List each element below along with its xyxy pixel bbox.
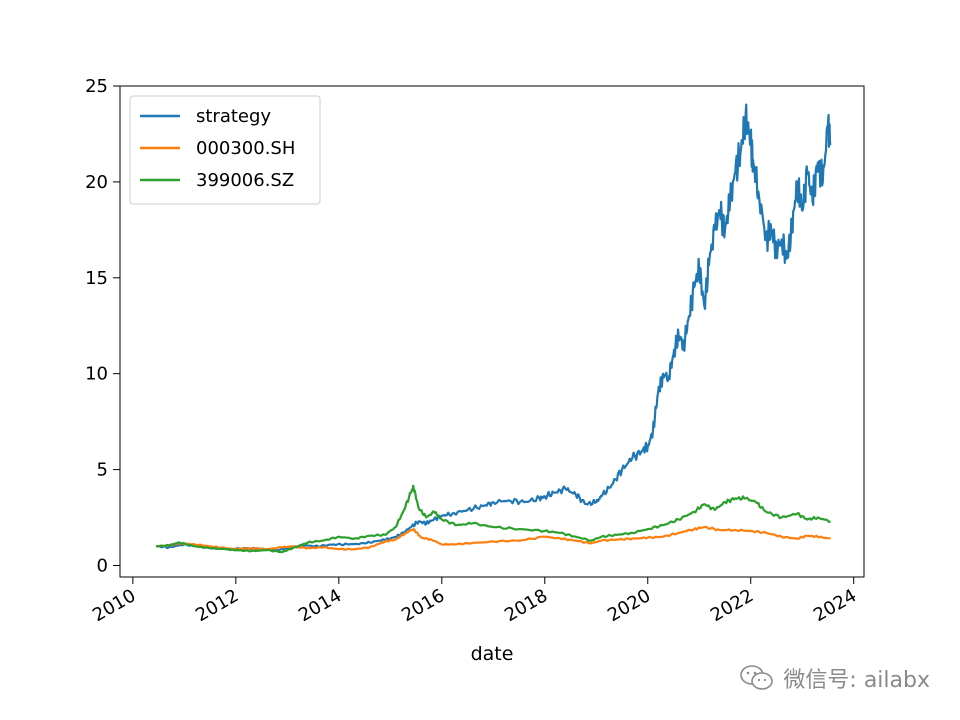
x-tick-label: 2014 [295, 585, 345, 626]
y-tick-label: 10 [85, 364, 108, 385]
legend-label: strategy [196, 106, 271, 127]
x-tick-label: 2016 [398, 585, 448, 626]
y-tick-label: 20 [85, 172, 108, 193]
x-tick-label: 2022 [707, 585, 757, 626]
x-tick-label: 2024 [810, 585, 860, 626]
y-tick-label: 0 [97, 555, 108, 576]
series-line-399006.SZ [155, 484, 831, 554]
x-axis-label: date [471, 643, 514, 665]
series-line-000300.SH [156, 525, 831, 551]
series-lines [155, 103, 832, 554]
y-tick-label: 5 [97, 460, 108, 481]
y-tick-label: 15 [85, 268, 108, 289]
wechat-icon [740, 665, 774, 690]
x-tick-label: 2010 [89, 585, 139, 626]
legend-box [129, 95, 321, 205]
plot-area [119, 85, 865, 578]
series-line-strategy [155, 103, 832, 552]
x-tick-label: 2012 [192, 585, 242, 626]
y-tick-label: 25 [85, 76, 108, 97]
x-tick-label: 2020 [604, 585, 654, 626]
watermark: 微信号: ailabx [739, 662, 930, 694]
legend-label: 399006.SZ [196, 170, 294, 191]
y-axis: 0 5 10 15 20 25 [85, 76, 120, 576]
legend-label: 000300.SH [196, 138, 295, 159]
watermark-text: 微信号: ailabx [783, 668, 930, 693]
x-axis: 2010 2012 2014 2016 2018 2020 2022 2024 [89, 577, 860, 626]
x-tick-label: 2018 [501, 585, 551, 626]
legend: strategy 000300.SH 399006.SZ [129, 95, 321, 205]
